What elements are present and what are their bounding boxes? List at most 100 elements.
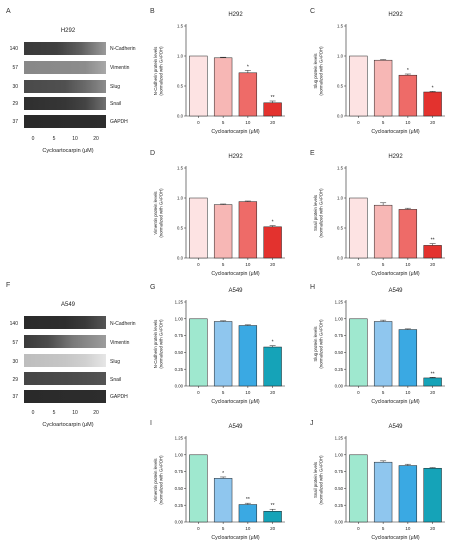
band-label: Slug (110, 84, 121, 90)
bar (189, 318, 208, 387)
x-tick-label: 0 (197, 120, 200, 125)
x-tick-label: 20 (430, 120, 436, 125)
y-tick-label: 0.0 (177, 114, 184, 119)
y-axis-label: Snail protein levels (313, 462, 318, 498)
lane-label: 0 (31, 410, 35, 416)
bar (398, 209, 418, 259)
x-tick-label: 10 (245, 120, 251, 125)
y-tick-label: 0.50 (175, 350, 184, 355)
x-tick-label: 0 (357, 526, 360, 531)
x-tick-label: 20 (270, 120, 276, 125)
x-tick-label: 5 (222, 262, 225, 267)
bar-chart-i: I A549 0.00 0.25 0.50 0.75 1.00 1.25 Vimentin pr… (150, 420, 285, 541)
bar-chart-h: H A549 0.00 0.25 0.50 0.75 1.00 1.25 Slug protei… (310, 284, 445, 405)
lane-label: 10 (72, 136, 78, 142)
significance-marker: * (432, 85, 434, 91)
x-tick-label: 10 (245, 262, 251, 267)
x-axis-label: Cycloartocarpin (μM) (211, 271, 260, 277)
significance-marker: * (247, 64, 249, 70)
mw-label: 57 (12, 340, 18, 346)
y-tick-label: 1.00 (335, 316, 344, 321)
y-tick-label: 0.00 (175, 384, 184, 389)
y-tick-label: 0.75 (175, 469, 184, 474)
y-tick-label: 0.00 (335, 520, 344, 525)
mw-label: 30 (12, 359, 18, 365)
panel-letter-a: A (6, 8, 11, 15)
lane-label: 5 (52, 136, 56, 142)
band-label: N-Cadherin (110, 46, 136, 52)
y-tick-label: 0.00 (175, 520, 184, 525)
y-axis-label: (normalized with GAPDH) (319, 319, 324, 369)
significance-marker: ** (271, 95, 275, 101)
y-tick-label: 1.0 (177, 196, 184, 201)
bar (423, 91, 442, 117)
chart-title: A549 (228, 424, 243, 430)
y-tick-label: 1.5 (337, 166, 344, 171)
panel-letter: D (150, 150, 155, 157)
bar-chart-g: G A549 0.00 0.25 0.50 0.75 1.00 1.25 N-Cadherin … (150, 284, 285, 405)
lane-label: 20 (93, 136, 99, 142)
y-tick-label: 1.25 (175, 436, 184, 441)
x-tick-label: 20 (270, 390, 276, 395)
y-tick-label: 1.00 (335, 452, 344, 457)
bar (349, 454, 368, 523)
y-tick-label: 0.75 (335, 333, 344, 338)
y-axis-label: Snail protein levels (313, 195, 318, 231)
y-tick-label: 0.50 (175, 486, 184, 491)
y-tick-label: 0.25 (335, 503, 344, 508)
bar-chart-e: E H292 0.0 0.5 1.0 1.5 Snail protein levels (no… (310, 150, 445, 277)
western-blot-band (24, 390, 106, 403)
x-tick-label: 0 (357, 120, 360, 125)
x-tick-label: 10 (405, 390, 411, 395)
western-blot-band (24, 80, 106, 93)
chart-title: A549 (388, 424, 403, 430)
x-tick-label: 10 (245, 526, 251, 531)
y-axis-label: (normalized with GAPDH) (319, 46, 324, 96)
bar (373, 321, 393, 387)
mw-label: 37 (12, 119, 18, 125)
y-tick-label: 0.5 (177, 84, 184, 89)
y-tick-label: 0.25 (335, 367, 344, 372)
y-tick-label: 1.25 (335, 300, 344, 305)
y-tick-label: 0.25 (175, 503, 184, 508)
x-axis-label: Cycloartocarpin (μM) (211, 399, 260, 405)
bar (213, 204, 233, 259)
mw-label: 37 (12, 394, 18, 400)
y-tick-label: 1.0 (337, 196, 344, 201)
y-tick-label: 1.25 (335, 436, 344, 441)
lane-label: 20 (93, 410, 99, 416)
y-tick-label: 1.00 (175, 316, 184, 321)
y-tick-label: 0.5 (177, 226, 184, 231)
y-tick-label: 0.50 (335, 486, 344, 491)
x-tick-label: 5 (382, 526, 385, 531)
bar (263, 510, 282, 523)
y-axis-label: N-Cadherin protein levels (153, 320, 158, 368)
bar (349, 55, 368, 117)
western-blot-band (24, 372, 106, 385)
x-tick-label: 10 (405, 120, 411, 125)
significance-marker: * (222, 471, 224, 477)
significance-marker: * (272, 220, 274, 226)
y-axis-label: (normalized with GAPDH) (159, 46, 164, 96)
significance-marker: ** (431, 371, 435, 377)
y-axis-label: (normalized with GAPDH) (159, 455, 164, 505)
band-label: Slug (110, 359, 121, 365)
lane-label: 5 (52, 410, 56, 416)
x-tick-label: 5 (222, 526, 225, 531)
x-tick-label: 5 (382, 120, 385, 125)
y-tick-label: 0.5 (337, 84, 344, 89)
significance-marker: ** (246, 497, 250, 503)
y-axis-label: Slug protein levels (313, 53, 318, 88)
y-axis-label: (normalized with GAPDH) (319, 455, 324, 505)
significance-marker: * (407, 68, 409, 74)
bar (398, 74, 418, 117)
x-tick-label: 20 (270, 526, 276, 531)
y-tick-label: 1.5 (177, 166, 184, 171)
panel-letter: G (150, 284, 155, 291)
chart-title: H292 (228, 154, 243, 160)
y-axis-label: Vimentin protein levels (153, 191, 158, 234)
y-tick-label: 0.5 (337, 226, 344, 231)
bar (263, 346, 282, 387)
x-tick-label: 20 (430, 526, 436, 531)
x-tick-label: 5 (222, 390, 225, 395)
